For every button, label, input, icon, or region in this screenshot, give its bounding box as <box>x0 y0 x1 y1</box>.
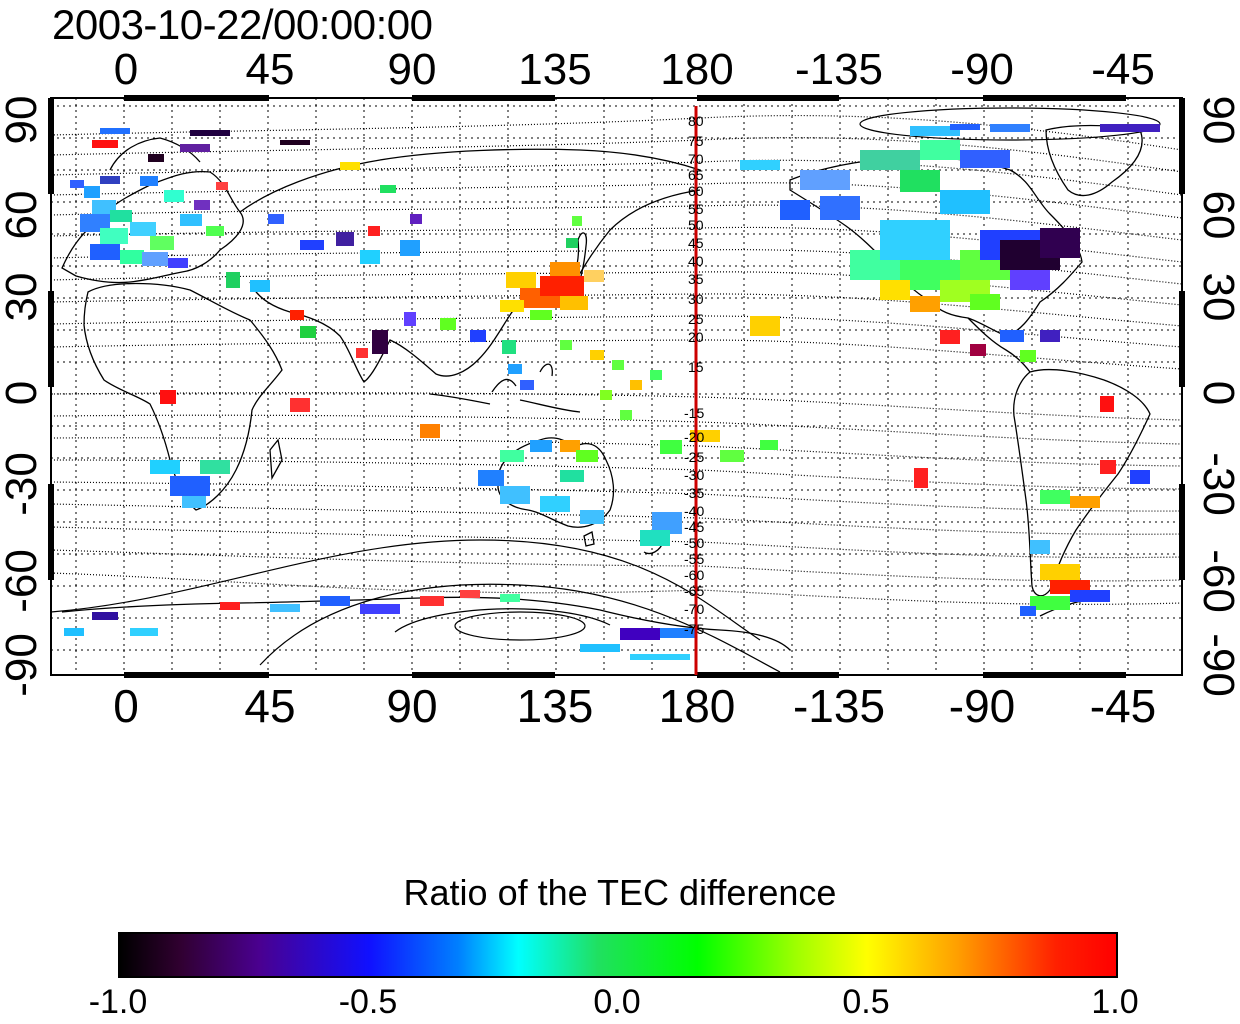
svg-text:75: 75 <box>688 133 704 149</box>
lat-tick-left: 90 <box>0 95 46 145</box>
lon-tick-top: 135 <box>518 45 592 94</box>
svg-text:-25: -25 <box>684 449 704 465</box>
lat-tick-left: 60 <box>0 190 46 240</box>
svg-text:70: 70 <box>688 151 704 167</box>
lat-tick-left: 30 <box>0 272 46 322</box>
svg-text:-45: -45 <box>684 519 704 535</box>
tec-data-layer <box>64 124 1160 660</box>
svg-text:20: 20 <box>688 329 704 345</box>
svg-text:45: 45 <box>688 235 704 251</box>
lon-tick-top: -135 <box>794 45 884 94</box>
svg-text:-75: -75 <box>684 621 704 637</box>
lat-tick-left: -90 <box>0 633 46 697</box>
svg-text:-20: -20 <box>684 429 704 445</box>
svg-text:-55: -55 <box>684 551 704 567</box>
lon-tick-top: 180 <box>660 45 734 94</box>
lon-tick-top: -90 <box>950 45 1014 94</box>
lon-tick-bottom: 90 <box>386 680 438 732</box>
colorbar-tick-label: -1.0 <box>88 983 148 1021</box>
colorbar <box>118 932 1118 978</box>
lon-tick-bottom: -45 <box>1089 680 1157 732</box>
lat-tick-right: 30 <box>1194 272 1240 322</box>
svg-text:-60: -60 <box>684 567 704 583</box>
colorbar-tick-label: 0.0 <box>593 983 641 1021</box>
svg-text:-35: -35 <box>684 485 704 501</box>
lon-tick-top: -45 <box>1091 45 1155 94</box>
lat-tick-right: -30 <box>1194 452 1240 516</box>
lon-tick-bottom: -90 <box>948 680 1016 732</box>
lon-tick-bottom: 180 <box>658 680 736 732</box>
svg-text:-30: -30 <box>684 467 704 483</box>
svg-text:25: 25 <box>688 311 704 327</box>
lon-tick-bottom: -135 <box>792 680 886 732</box>
svg-text:-70: -70 <box>684 601 704 617</box>
lat-tick-left: -60 <box>0 549 46 613</box>
axis-bars <box>48 95 1185 678</box>
lon-tick-bottom: 0 <box>113 680 139 732</box>
svg-text:65: 65 <box>688 167 704 183</box>
colorbar-title: Ratio of the TEC difference <box>403 872 837 913</box>
lat-tick-right: -60 <box>1194 549 1240 613</box>
polar-contours <box>51 107 1161 673</box>
lat-tick-left: -30 <box>0 452 46 516</box>
map-frame <box>50 97 1183 676</box>
lat-tick-right: 60 <box>1194 190 1240 240</box>
lat-tick-right: 0 <box>1194 380 1240 406</box>
lon-tick-bottom: 135 <box>516 680 594 732</box>
svg-text:80: 80 <box>688 113 704 129</box>
svg-text:-40: -40 <box>684 503 704 519</box>
svg-text:-15: -15 <box>684 405 704 421</box>
colorbar-tick-label: -0.5 <box>338 983 398 1021</box>
svg-text:-65: -65 <box>684 583 704 599</box>
lon-tick-top: 45 <box>245 45 295 94</box>
svg-text:55: 55 <box>688 201 704 217</box>
lat-tick-left: 0 <box>0 380 46 406</box>
lat-tick-right: 90 <box>1194 95 1240 145</box>
svg-text:60: 60 <box>688 183 704 199</box>
svg-text:-50: -50 <box>684 535 704 551</box>
contour-labels-south: -15 -20 -25 -30 -35 -40 -45 -50 -55 -60 … <box>684 405 704 637</box>
svg-text:35: 35 <box>688 271 704 287</box>
contour-labels-north: 80 75 70 65 60 55 50 45 40 35 30 25 20 1… <box>688 113 704 375</box>
lon-tick-top: 90 <box>387 45 437 94</box>
colorbar-tick-label: 0.5 <box>842 983 890 1021</box>
svg-text:50: 50 <box>688 217 704 233</box>
lat-tick-right: -90 <box>1194 633 1240 697</box>
lon-tick-top: 0 <box>113 45 139 94</box>
svg-text:15: 15 <box>688 359 704 375</box>
svg-text:40: 40 <box>688 253 704 269</box>
map-figure: 80 75 70 65 60 55 50 45 40 35 30 25 20 1… <box>48 95 1185 678</box>
svg-text:30: 30 <box>688 291 704 307</box>
timestamp-title: 2003-10-22/00:00:00 <box>52 1 433 48</box>
lon-tick-bottom: 45 <box>244 680 296 732</box>
colorbar-tick-label: 1.0 <box>1091 983 1139 1021</box>
